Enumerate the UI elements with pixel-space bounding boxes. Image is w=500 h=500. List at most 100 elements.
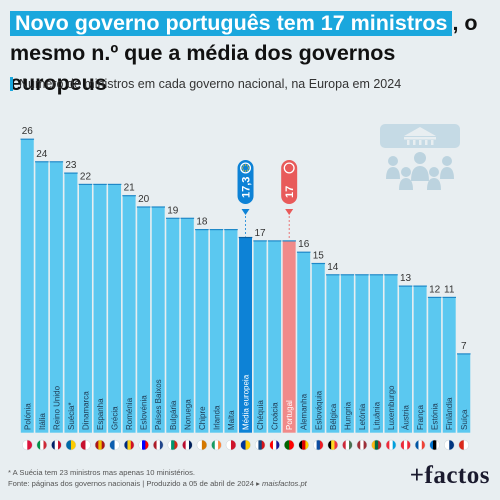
value-label: 15 (313, 251, 325, 262)
subtitle: Número de ministros em cada governo naci… (19, 77, 402, 91)
category-label: Suécia* (67, 402, 76, 430)
value-label: 18 (196, 217, 208, 228)
subtitle-row: Número de ministros em cada governo naci… (10, 76, 401, 92)
category-label: Países Baixos (154, 379, 163, 430)
bar-0 (20, 138, 35, 434)
value-label: 21 (124, 183, 136, 194)
category-label: Grécia (111, 406, 120, 430)
category-label: Chipre (198, 406, 207, 430)
eu-flag-icon (241, 164, 250, 172)
bar-6 (107, 184, 122, 434)
category-label: Suíça (460, 409, 469, 430)
highlight-value-label: 17,3 (241, 177, 253, 198)
value-label: 20 (138, 194, 150, 205)
value-label: 22 (80, 171, 92, 182)
flag-icon (269, 439, 280, 451)
flag-icon (80, 439, 91, 451)
bar-1 (34, 161, 49, 434)
category-label: Áustria (402, 405, 411, 430)
category-label: Letónia (358, 403, 367, 430)
flag-icon (196, 439, 208, 451)
category-label: Polónia (23, 403, 32, 430)
flag-icon (211, 439, 222, 451)
government-building-icon (380, 124, 460, 190)
flag-icon (327, 439, 339, 451)
category-label: Eslováquia (314, 390, 323, 430)
category-label: Malta (227, 410, 236, 430)
value-label: 24 (36, 149, 48, 160)
category-label: Itália (38, 413, 47, 430)
flag-icon (443, 439, 455, 451)
category-label: Reino Unido (52, 385, 61, 430)
flag-icon (458, 439, 470, 451)
title-line-2: mesmo n.º que a média dos governos europ… (10, 41, 396, 95)
flag-icon (385, 439, 397, 451)
highlight-marker: 17 (281, 160, 298, 240)
value-label: 19 (167, 205, 179, 216)
flag-icon (51, 439, 62, 451)
bar-5 (92, 184, 108, 434)
flag-icon (298, 439, 309, 451)
bar-12 (194, 229, 209, 434)
bar-14 (223, 229, 239, 434)
flag-icon (138, 439, 149, 451)
category-label: Finlândia (445, 397, 454, 430)
value-label: 12 (429, 284, 441, 295)
flag-icon (400, 439, 411, 451)
category-label: Roménia (125, 397, 134, 430)
category-label: Chéquia (256, 400, 265, 430)
category-label: França (416, 405, 425, 430)
value-label: 26 (22, 126, 34, 137)
category-label: Estónia (431, 403, 440, 430)
flag-icon (182, 439, 193, 451)
category-label: Média europeia (242, 374, 251, 430)
category-label: Bélgica (329, 403, 338, 430)
source-line: Fonte: páginas dos governos nacionais | … (8, 478, 307, 489)
value-label: 16 (298, 239, 310, 250)
value-label: 14 (327, 262, 339, 273)
category-label: Dinamarca (81, 391, 90, 430)
category-label: Espanha (96, 398, 105, 430)
flag-icon (371, 439, 382, 451)
title-highlight: Novo governo português tem 17 ministros (10, 11, 453, 36)
value-label: 7 (461, 341, 467, 352)
flag-icon (429, 439, 440, 451)
category-label: Alemanha (300, 393, 309, 430)
category-label: Irlanda (212, 405, 221, 430)
value-label: 11 (444, 284, 455, 295)
highlight-value-label: 17 (284, 186, 296, 198)
flag-icon (225, 439, 237, 451)
value-label: 23 (65, 160, 77, 171)
category-label: Bulgária (169, 400, 178, 430)
value-label: 13 (400, 273, 412, 284)
flag-icon (254, 439, 266, 451)
flag-icon (123, 439, 135, 451)
category-label: Portugal (285, 400, 294, 430)
flag-icon (283, 439, 295, 451)
flag-icon (109, 439, 120, 451)
flag-icon (167, 439, 179, 451)
category-label: Croácia (271, 402, 280, 430)
title-rest: , o (452, 11, 478, 35)
bar-3 (63, 172, 79, 434)
bar-7 (122, 195, 137, 434)
source-text: Fonte: páginas dos governos nacionais | … (8, 479, 260, 488)
bar-13 (209, 229, 224, 434)
flag-icon (36, 439, 48, 451)
flag-icon (22, 439, 33, 451)
subtitle-accent-bar (10, 77, 13, 91)
footnote: * A Suécia tem 23 ministros mas apenas 1… (8, 468, 195, 477)
flag-icon (342, 439, 353, 451)
category-label: Lituânia (372, 401, 381, 430)
flag-icon (65, 439, 77, 451)
flag-icon (240, 439, 251, 451)
category-label: Noruega (183, 399, 192, 430)
brand-logo: +factos (409, 462, 490, 489)
source-site-link[interactable]: maisfactos.pt (262, 479, 307, 488)
flag-icon (356, 439, 368, 451)
flag-icon (94, 439, 106, 451)
flag-icon (152, 439, 164, 451)
category-label: Eslovénia (140, 395, 149, 430)
value-label: 17 (255, 228, 267, 239)
